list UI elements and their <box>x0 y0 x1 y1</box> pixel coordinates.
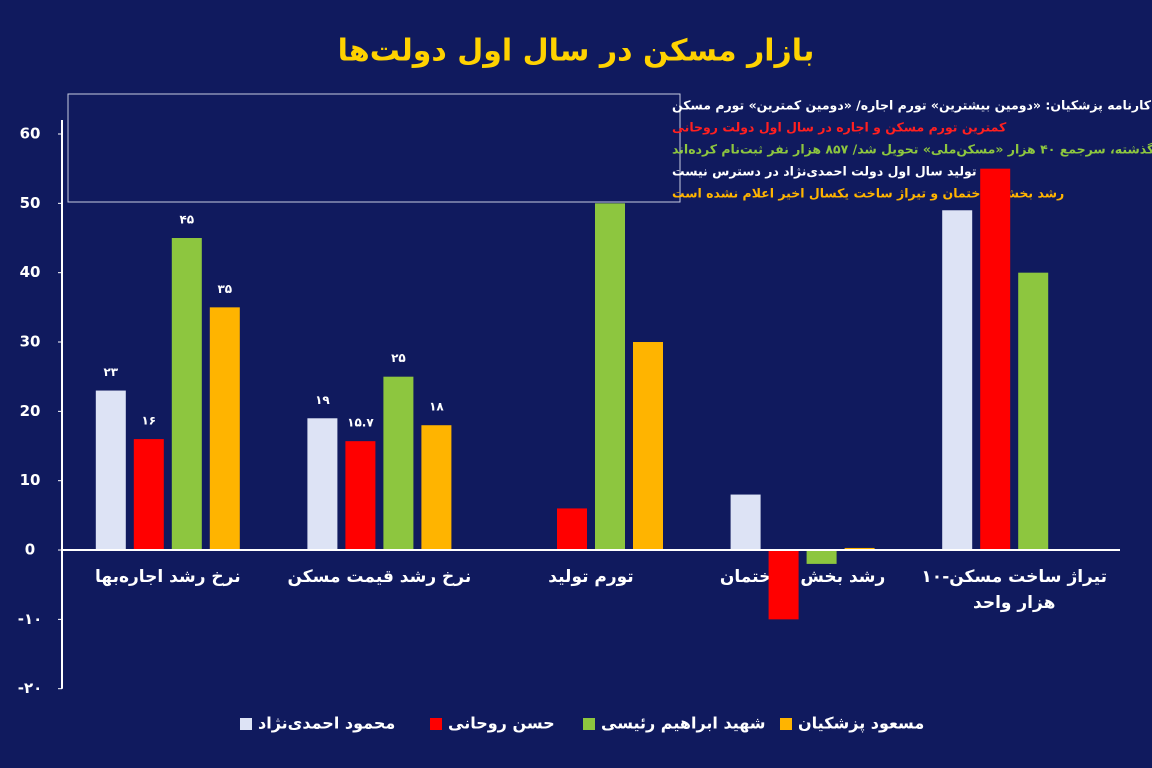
bar <box>806 550 837 564</box>
legend-label: حسن روحانی <box>448 714 555 733</box>
legend-label: محمود احمدی‌نژاد <box>258 714 395 733</box>
bar <box>942 210 973 551</box>
bar <box>209 307 240 551</box>
bar <box>421 425 452 551</box>
legend-swatch <box>583 718 595 730</box>
bar <box>768 550 799 620</box>
legend-label: مسعود پزشکیان <box>798 714 924 734</box>
y-tick-label: 50 <box>20 194 41 212</box>
legend-swatch <box>430 718 442 730</box>
bar <box>307 418 338 551</box>
x-tick-label: نرخ رشد اجاره‌بها <box>94 567 241 587</box>
x-tick-label-box: نرخ رشد قیمت مسکن <box>287 567 472 587</box>
annotation: نمرات کارنامه پزشکیان: «دومین بیشترین» ت… <box>672 98 1152 114</box>
value-label: ۴۵ <box>179 213 194 227</box>
value-label: ۱۶ <box>141 414 156 428</box>
bar <box>557 508 587 551</box>
x-tick-label: تیراژ ساخت مسکن-۱۰ هزار واحد <box>921 567 1107 613</box>
bar <box>171 238 202 551</box>
value-label: ۱۹ <box>315 393 330 407</box>
legend-swatch <box>780 718 792 730</box>
y-tick-label: 40 <box>20 263 41 281</box>
value-label: ۲۳ <box>103 365 118 379</box>
x-tick-label-box: نرخ رشد اجاره‌بها <box>94 567 241 587</box>
value-label: ۲۵ <box>391 351 406 365</box>
chart-title: بازار مسکن در سال اول دولت‌ها <box>338 34 815 69</box>
annotation: کمترین تورم مسکن و اجاره در سال اول دولت… <box>672 120 1007 136</box>
legend-label: شهید ابراهیم رئیسی <box>601 714 766 733</box>
y-tick-label: -۲۰ <box>18 679 43 697</box>
x-tick-label: رشد بخش ساختمان <box>719 567 886 587</box>
annotation: طی ۴.۵ سال گذشته، سرجمع ۴۰ هزار «مسکن‌مل… <box>672 142 1152 158</box>
bar <box>1018 272 1049 551</box>
annotation: رشد بخش ساختمان و تیراژ ساخت یکسال اخیر … <box>672 186 1064 202</box>
x-tick-label: نرخ رشد قیمت مسکن <box>287 567 472 587</box>
bar <box>633 342 663 551</box>
legend-swatch <box>240 718 252 730</box>
y-tick-label: -۱۰ <box>18 610 43 628</box>
y-tick-label: 20 <box>20 402 41 420</box>
bar <box>133 439 164 551</box>
value-label: ۳۵ <box>217 282 232 296</box>
bar <box>844 547 875 551</box>
bar <box>595 203 625 551</box>
bar <box>345 441 376 551</box>
y-tick-label: 0 <box>25 541 35 559</box>
x-tick-label-box: تورم تولید <box>548 567 634 587</box>
value-label: ۱۸ <box>429 400 444 414</box>
bar <box>730 494 761 551</box>
value-label: ۱۵.۷ <box>347 416 374 430</box>
bar <box>95 390 126 551</box>
y-tick-label: 10 <box>20 471 41 489</box>
annotation-box <box>67 93 681 203</box>
y-tick-label: 60 <box>20 125 41 143</box>
bar <box>980 168 1011 551</box>
x-tick-label-box: تیراژ ساخت مسکن-۱۰ هزار واحد <box>921 567 1107 613</box>
x-tick-label: تورم تولید <box>548 567 634 587</box>
y-tick-label: 30 <box>20 333 41 351</box>
x-tick-label-box: رشد بخش ساختمان <box>719 567 886 587</box>
annotation: تورم تولید سال اول دولت احمدی‌نژاد در دس… <box>672 164 1010 180</box>
bar <box>383 376 414 551</box>
